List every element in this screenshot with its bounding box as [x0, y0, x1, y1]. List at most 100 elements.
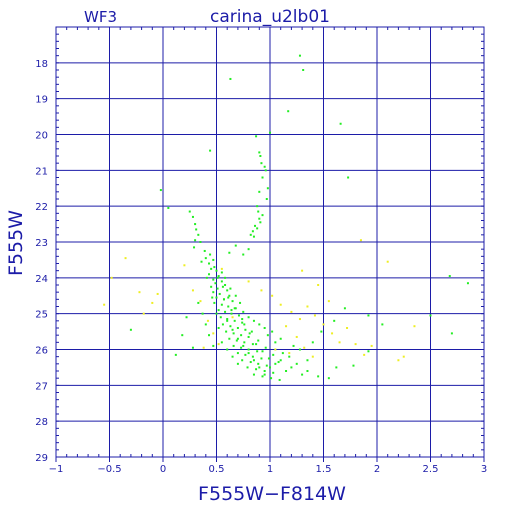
data-point [227, 305, 230, 308]
data-point [231, 328, 234, 331]
y-tick-label: 18 [35, 59, 48, 70]
data-point [266, 187, 269, 190]
data-point [258, 217, 261, 220]
data-point [215, 269, 218, 272]
data-point [151, 301, 154, 304]
data-point [217, 327, 220, 329]
data-point [331, 332, 334, 335]
data-point [279, 359, 282, 362]
data-point [214, 282, 217, 285]
data-point [272, 353, 275, 356]
x-tick-label: 0 [160, 464, 166, 475]
data-point [229, 325, 232, 328]
data-point [363, 353, 366, 356]
data-point [224, 310, 227, 313]
data-point [265, 364, 268, 367]
data-point [227, 296, 230, 299]
data-point [247, 316, 250, 319]
data-point [174, 353, 177, 356]
data-point [274, 341, 277, 344]
data-point [220, 267, 223, 270]
data-point [220, 303, 223, 306]
data-point [241, 318, 244, 321]
data-point [466, 282, 469, 285]
y-tick-label: 27 [35, 381, 48, 392]
data-point [255, 135, 258, 138]
y-tick-label: 29 [35, 453, 48, 464]
data-point [259, 155, 262, 157]
data-point [225, 330, 228, 333]
x-tick-label: 3 [481, 464, 487, 475]
data-point [213, 266, 216, 269]
data-point [257, 210, 260, 213]
data-point [260, 289, 263, 292]
data-point [224, 284, 227, 286]
data-point [220, 271, 223, 274]
data-point [298, 348, 301, 351]
data-point [206, 319, 209, 322]
y-tick-label: 19 [35, 95, 48, 106]
data-point [232, 344, 235, 347]
data-point [234, 294, 237, 297]
panel-label: WF3 [84, 8, 117, 26]
data-point [290, 310, 293, 313]
data-point [269, 366, 271, 369]
data-point [251, 230, 254, 233]
data-point [247, 248, 250, 251]
data-point [244, 328, 247, 331]
data-point [240, 346, 243, 349]
data-point [210, 267, 213, 270]
data-point [103, 303, 106, 306]
data-point [183, 264, 186, 267]
x-tick-labels: −1 −0.5 0 0.5 1 1.5 2 2.5 3 [49, 464, 488, 475]
data-point [256, 227, 259, 230]
data-point [234, 307, 237, 310]
data-point [243, 341, 246, 344]
data-point [185, 316, 188, 319]
data-point [230, 312, 233, 315]
data-point [247, 280, 250, 283]
data-point [260, 162, 263, 165]
data-point [242, 310, 245, 313]
data-point [247, 335, 250, 338]
data-point [265, 198, 268, 200]
data-point [138, 291, 141, 294]
data-point [232, 332, 235, 335]
data-point [288, 352, 291, 355]
data-point [233, 319, 236, 322]
data-point [208, 273, 211, 276]
data-point [229, 77, 232, 80]
x-tick-label: 1.5 [316, 464, 332, 475]
data-point [274, 348, 277, 351]
data-point [311, 355, 314, 358]
data-point [247, 348, 250, 351]
data-point [216, 276, 219, 279]
data-point [204, 257, 207, 260]
data-point [226, 319, 229, 322]
data-point [301, 373, 304, 376]
data-point [277, 361, 280, 364]
data-point [279, 303, 282, 306]
data-point [352, 364, 355, 367]
data-point [261, 375, 264, 378]
data-point [181, 334, 184, 337]
data-point [264, 169, 267, 172]
data-point [287, 110, 290, 113]
data-point [208, 262, 211, 265]
data-point [285, 325, 288, 328]
data-point [193, 246, 196, 249]
data-point [255, 368, 258, 371]
data-point [450, 332, 453, 335]
data-point [205, 276, 208, 279]
data-point [234, 244, 237, 247]
data-point [204, 323, 207, 326]
data-point [343, 307, 346, 310]
data-point [279, 337, 282, 340]
data-point [194, 239, 197, 242]
data-point [271, 330, 274, 333]
data-point [209, 149, 212, 152]
y-tick-label: 24 [35, 274, 48, 285]
data-point [236, 362, 239, 365]
data-point [354, 343, 357, 346]
data-point [302, 69, 305, 71]
